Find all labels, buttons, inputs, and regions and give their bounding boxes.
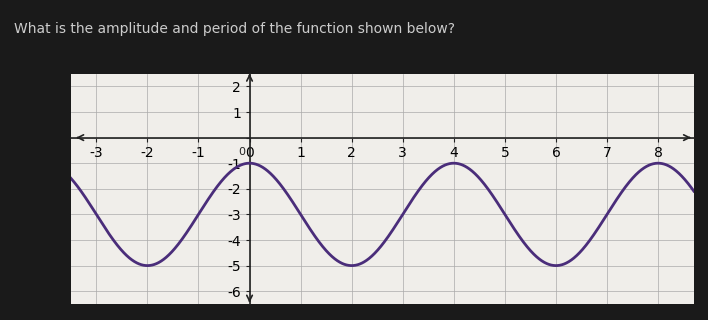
Text: What is the amplitude and period of the function shown below?: What is the amplitude and period of the … [14, 22, 455, 36]
Text: 0: 0 [239, 147, 246, 156]
